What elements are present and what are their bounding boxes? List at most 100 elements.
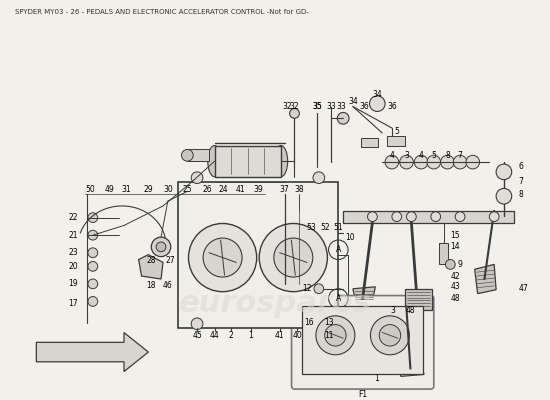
Bar bbox=[178, 182, 338, 328]
Text: 34: 34 bbox=[372, 90, 382, 100]
Text: 48: 48 bbox=[450, 294, 460, 303]
Text: 51: 51 bbox=[333, 223, 343, 232]
Circle shape bbox=[182, 150, 193, 161]
Text: 36: 36 bbox=[387, 102, 397, 111]
Bar bbox=[405, 289, 432, 310]
FancyBboxPatch shape bbox=[292, 296, 434, 389]
Circle shape bbox=[490, 212, 499, 222]
Polygon shape bbox=[475, 264, 496, 294]
Text: 41: 41 bbox=[236, 185, 246, 194]
Text: 2: 2 bbox=[229, 331, 234, 340]
Text: 41: 41 bbox=[275, 331, 285, 340]
Circle shape bbox=[367, 212, 377, 222]
Text: 49: 49 bbox=[104, 185, 114, 194]
Circle shape bbox=[259, 224, 327, 292]
Circle shape bbox=[156, 242, 166, 252]
Text: 31: 31 bbox=[121, 185, 131, 194]
Text: 1: 1 bbox=[248, 331, 253, 340]
Circle shape bbox=[151, 237, 170, 257]
Polygon shape bbox=[139, 255, 163, 279]
Text: 32: 32 bbox=[283, 102, 293, 111]
Text: 23: 23 bbox=[69, 248, 78, 257]
Circle shape bbox=[385, 155, 399, 169]
Text: 30: 30 bbox=[163, 185, 173, 194]
Circle shape bbox=[453, 155, 467, 169]
Circle shape bbox=[290, 108, 299, 118]
Text: 43: 43 bbox=[450, 282, 460, 291]
Text: 28: 28 bbox=[146, 256, 156, 265]
Text: 36: 36 bbox=[360, 102, 370, 111]
Circle shape bbox=[400, 155, 413, 169]
Circle shape bbox=[313, 318, 324, 330]
Bar bbox=[188, 150, 209, 161]
Circle shape bbox=[414, 155, 428, 169]
Text: 34: 34 bbox=[348, 97, 358, 106]
Text: 8: 8 bbox=[445, 151, 450, 160]
Circle shape bbox=[370, 96, 385, 112]
Text: 50: 50 bbox=[85, 185, 95, 194]
Circle shape bbox=[203, 238, 242, 277]
Polygon shape bbox=[397, 363, 424, 376]
Text: 40: 40 bbox=[293, 331, 303, 340]
Text: 16: 16 bbox=[304, 318, 314, 327]
Text: 33: 33 bbox=[337, 102, 346, 111]
Circle shape bbox=[431, 212, 441, 222]
Text: 20: 20 bbox=[69, 262, 78, 271]
Text: 21: 21 bbox=[69, 231, 78, 240]
Text: 19: 19 bbox=[69, 279, 78, 288]
Text: 10: 10 bbox=[345, 233, 355, 242]
Circle shape bbox=[88, 213, 98, 222]
Text: 46: 46 bbox=[163, 281, 173, 290]
Text: 6: 6 bbox=[518, 162, 523, 172]
Circle shape bbox=[455, 212, 465, 222]
Circle shape bbox=[274, 238, 313, 277]
Text: 52: 52 bbox=[320, 223, 329, 232]
Polygon shape bbox=[353, 287, 375, 303]
Text: 8: 8 bbox=[518, 190, 523, 199]
Circle shape bbox=[441, 155, 454, 169]
Circle shape bbox=[88, 296, 98, 306]
Polygon shape bbox=[36, 332, 148, 372]
Text: 38: 38 bbox=[295, 185, 304, 194]
Text: 33: 33 bbox=[327, 102, 337, 111]
Text: 3: 3 bbox=[404, 151, 409, 160]
Text: SPYDER MY03 - 26 - PEDALS AND ELECTRONIC ACCELERATOR CONTROL -Not for GD-: SPYDER MY03 - 26 - PEDALS AND ELECTRONIC… bbox=[15, 9, 309, 15]
Text: 25: 25 bbox=[183, 185, 192, 194]
Circle shape bbox=[314, 284, 324, 294]
Text: 4: 4 bbox=[419, 151, 424, 160]
Circle shape bbox=[88, 230, 98, 240]
Circle shape bbox=[189, 224, 257, 292]
Circle shape bbox=[324, 324, 346, 346]
Text: 7: 7 bbox=[458, 151, 463, 160]
Text: 4: 4 bbox=[389, 151, 394, 160]
Circle shape bbox=[371, 316, 409, 355]
Text: 14: 14 bbox=[450, 242, 460, 251]
Circle shape bbox=[313, 172, 324, 184]
Circle shape bbox=[427, 155, 441, 169]
Circle shape bbox=[191, 318, 203, 330]
Text: 13: 13 bbox=[324, 318, 333, 327]
Circle shape bbox=[316, 316, 355, 355]
Text: A: A bbox=[336, 245, 341, 254]
Text: 37: 37 bbox=[280, 185, 290, 194]
Text: 26: 26 bbox=[202, 185, 212, 194]
Text: 22: 22 bbox=[69, 213, 78, 222]
Text: 44: 44 bbox=[210, 331, 219, 340]
Text: 39: 39 bbox=[254, 185, 263, 194]
Text: 27: 27 bbox=[166, 256, 175, 265]
Circle shape bbox=[406, 212, 416, 222]
Bar bbox=[343, 211, 514, 222]
Bar bbox=[302, 306, 423, 374]
Text: 32: 32 bbox=[290, 102, 299, 111]
Text: 35: 35 bbox=[312, 102, 322, 111]
Text: 45: 45 bbox=[192, 331, 202, 340]
Text: 9: 9 bbox=[458, 260, 463, 269]
Text: 11: 11 bbox=[324, 331, 333, 340]
Ellipse shape bbox=[208, 146, 222, 177]
Text: 48: 48 bbox=[405, 306, 415, 315]
Text: 47: 47 bbox=[519, 284, 528, 293]
Circle shape bbox=[446, 260, 455, 269]
Circle shape bbox=[392, 212, 402, 222]
Circle shape bbox=[466, 155, 480, 169]
Text: 42: 42 bbox=[450, 272, 460, 280]
